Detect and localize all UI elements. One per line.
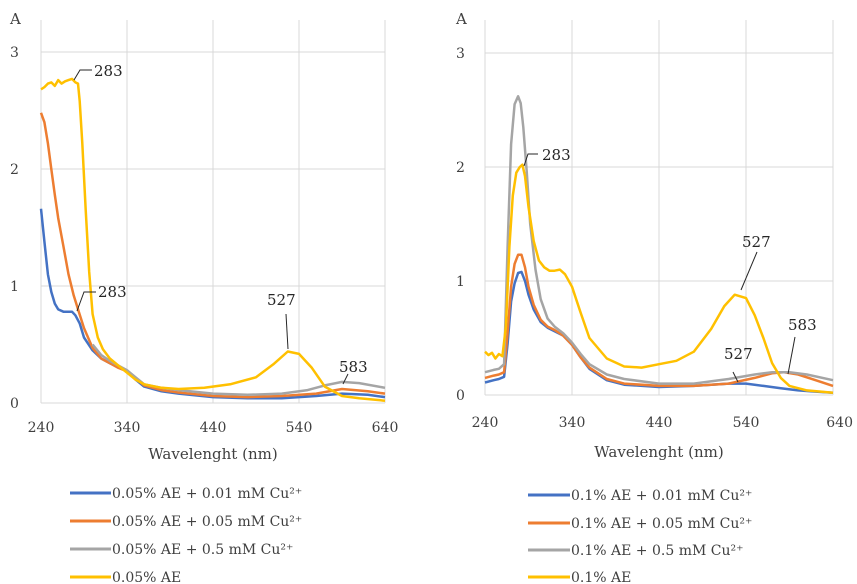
left-legend-label-3: 0.05% AE [112,570,181,584]
left-y-axis-label: A [9,10,21,28]
right-plot-lines [484,95,834,394]
left-x-tick-label-440: 440 [200,420,227,436]
right-annotations: 283 527 527 583 [523,146,817,383]
right-annotation-leader-0 [523,153,538,167]
right-x-axis-label: Wavelenght (nm) [594,443,723,461]
left-annotation-label-0: 283 [94,62,123,80]
right-series-line-1 [484,253,834,388]
left-series-line-3 [40,77,386,402]
left-plot-lines [39,77,386,402]
left-legend-label-1: 0.05% AE + 0.05 mM Cu²⁺ [112,514,302,530]
left-series-line-1 [39,112,386,399]
right-y-tick-labels: 0 1 2 3 [456,46,465,404]
right-legend-label-3: 0.1% AE [571,570,631,584]
left-y-tick-label-0: 0 [10,396,19,412]
right-series-line-2 [484,95,834,385]
left-annotation-leader-3 [342,373,349,385]
left-annotation-label-2: 527 [267,291,296,309]
left-annotations: 283 283 527 583 [73,62,368,385]
right-annotation-leader-2 [732,371,739,383]
chart-right: A 0 1 2 3 240 340 440 540 640 Wavelenght… [455,10,853,584]
left-gridlines [40,20,386,404]
right-y-axis-label: A [455,10,467,28]
right-legend-label-0: 0.1% AE + 0.01 mM Cu²⁺ [571,488,752,504]
right-x-tick-label-340: 340 [559,415,586,431]
left-y-tick-labels: 0 1 2 3 [10,45,19,412]
right-x-tick-labels: 240 340 440 540 640 [472,415,853,431]
left-x-axis-label: Wavelenght (nm) [148,445,277,463]
right-annotation-label-2: 527 [724,345,753,363]
right-legend-label-1: 0.1% AE + 0.05 mM Cu²⁺ [571,516,752,532]
right-gridlines [484,20,834,396]
left-y-tick-label-3: 3 [10,45,19,61]
right-annotation-label-1: 527 [742,233,771,251]
chart-left: A 0 1 2 3 240 340 440 540 640 Wavelenght… [9,10,398,584]
right-annotation-label-3: 583 [788,316,817,334]
left-legend-label-0: 0.05% AE + 0.01 mM Cu²⁺ [112,486,302,502]
right-legend-label-2: 0.1% AE + 0.5 mM Cu²⁺ [571,543,743,559]
right-x-tick-label-640: 640 [826,415,853,431]
right-x-tick-label-240: 240 [472,415,499,431]
left-y-tick-label-2: 2 [10,162,19,178]
left-x-tick-label-240: 240 [28,420,55,436]
left-y-tick-label-1: 1 [10,279,19,295]
left-x-tick-label-340: 340 [114,420,141,436]
right-annotation-leader-3 [787,336,796,375]
left-annotation-leader-2 [285,313,289,350]
right-series-line-3 [484,163,834,394]
left-x-tick-label-540: 540 [286,420,313,436]
left-annotation-label-3: 583 [339,358,368,376]
right-y-tick-label-3: 3 [456,46,465,62]
right-annotation-label-0: 283 [542,146,571,164]
left-annotation-leader-0 [73,69,92,81]
left-annotation-leader-1 [76,291,96,312]
right-legend: 0.1% AE + 0.01 mM Cu²⁺ 0.1% AE + 0.05 mM… [528,488,752,584]
right-y-tick-label-1: 1 [456,274,465,290]
left-x-tick-label-640: 640 [372,420,399,436]
left-x-tick-labels: 240 340 440 540 640 [28,420,399,436]
left-annotation-label-1: 283 [98,283,127,301]
right-x-tick-label-540: 540 [733,415,760,431]
right-y-tick-label-0: 0 [456,388,465,404]
right-annotation-leader-1 [740,251,758,291]
left-legend: 0.05% AE + 0.01 mM Cu²⁺ 0.05% AE + 0.05 … [70,486,302,584]
left-legend-label-2: 0.05% AE + 0.5 mM Cu²⁺ [112,542,293,558]
right-x-tick-label-440: 440 [646,415,673,431]
right-y-tick-label-2: 2 [456,160,465,176]
